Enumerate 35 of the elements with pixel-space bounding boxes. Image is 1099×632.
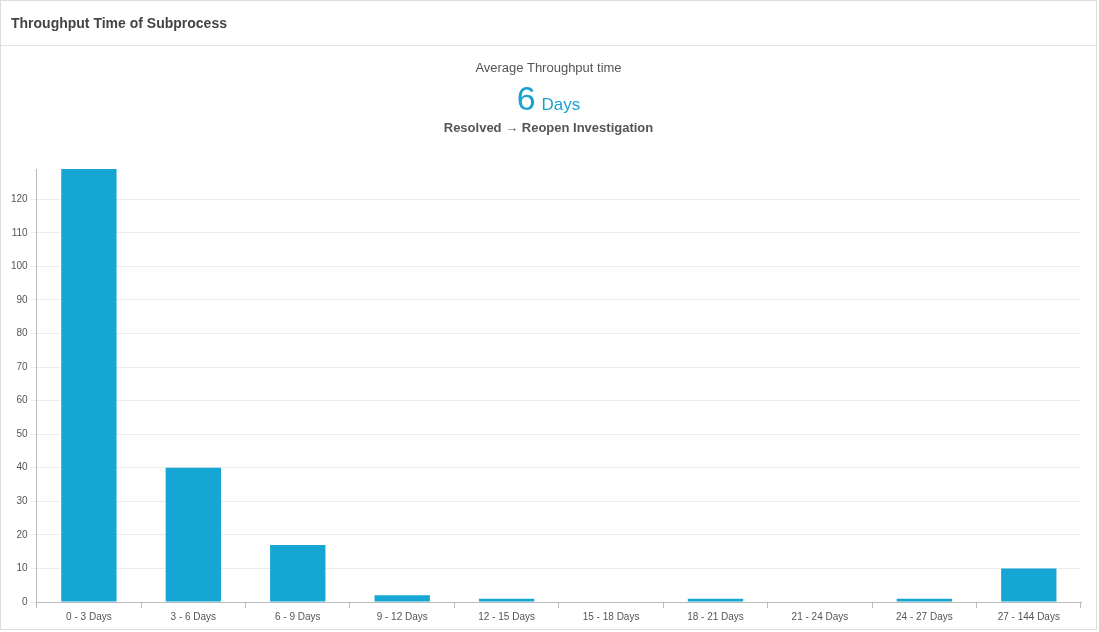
- y-tick-label: 100: [11, 260, 29, 272]
- bar: [374, 595, 430, 602]
- y-tick-label: 120: [11, 192, 29, 204]
- bar: [165, 467, 222, 602]
- bar: [687, 598, 744, 602]
- x-tick-label: 6 - 9 Days: [274, 610, 321, 622]
- y-tick-label: 10: [16, 562, 29, 574]
- y-tick-label: 70: [16, 360, 29, 372]
- x-tick-label: 0 - 3 Days: [66, 610, 112, 622]
- y-tick-label: 90: [16, 293, 29, 305]
- bar: [896, 598, 953, 602]
- x-tick-label: 21 - 24 Days: [791, 610, 849, 622]
- y-tick-label: 110: [11, 226, 29, 238]
- bar: [61, 169, 117, 602]
- x-tick-label: 18 - 21 Days: [687, 610, 744, 622]
- bar: [270, 544, 326, 602]
- text: 6 Days: [516, 79, 581, 117]
- text: Resolved → Reopen Investigation: [442, 120, 655, 135]
- y-tick-label: 60: [16, 394, 29, 406]
- y-tick-label: 0: [22, 595, 29, 607]
- x-tick-label: 12 - 15 Days: [478, 610, 535, 622]
- x-tick-label: 9 - 12 Days: [376, 610, 428, 622]
- bar: [1001, 568, 1057, 602]
- x-tick-label: 3 - 6 Days: [170, 610, 217, 622]
- text: Average Throughput time: [474, 60, 623, 75]
- y-tick-label: 50: [16, 427, 29, 439]
- x-tick-label: 15 - 18 Days: [582, 610, 640, 622]
- y-tick-label: 20: [16, 528, 29, 540]
- y-tick-label: 30: [16, 495, 29, 507]
- chart-title: Throughput Time of Subprocess: [1, 1, 1096, 46]
- y-tick-label: 80: [16, 327, 29, 339]
- x-tick-label: 27 - 144 Days: [997, 610, 1060, 622]
- x-tick-label: 24 - 27 Days: [896, 610, 953, 622]
- bar: [478, 598, 535, 602]
- y-tick-label: 40: [16, 461, 29, 473]
